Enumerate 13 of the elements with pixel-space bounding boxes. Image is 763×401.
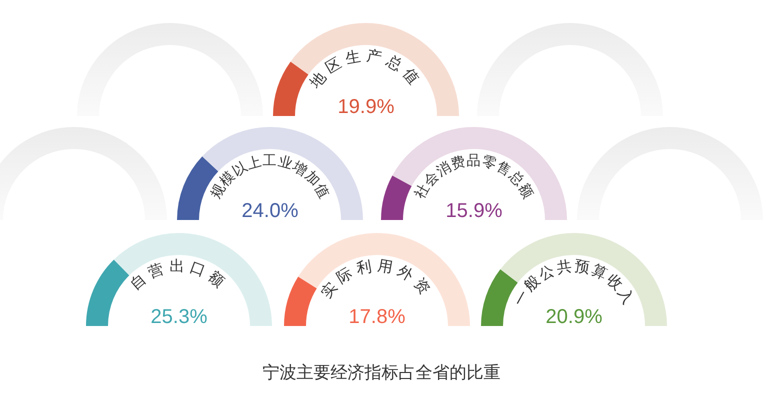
text: 宁波主要经济指标占全省的比重 bbox=[262, 362, 502, 384]
text: 20.9% bbox=[546, 306, 603, 328]
text: 15.9% bbox=[446, 200, 503, 222]
text: 社会消费品零售总额 bbox=[410, 152, 538, 202]
text: 17.8% bbox=[348, 306, 406, 328]
text: 规模以上工业增加值 bbox=[206, 152, 333, 202]
text: 24.0% bbox=[241, 200, 298, 222]
text: 一般公共预算收入 bbox=[510, 258, 638, 309]
text: 25.3% bbox=[150, 306, 208, 328]
text: 自营出口额 bbox=[127, 258, 231, 294]
text: 19.9% bbox=[338, 96, 395, 118]
text: 实际利用外资 bbox=[318, 257, 436, 302]
text: 地区生产总值 bbox=[306, 47, 425, 92]
